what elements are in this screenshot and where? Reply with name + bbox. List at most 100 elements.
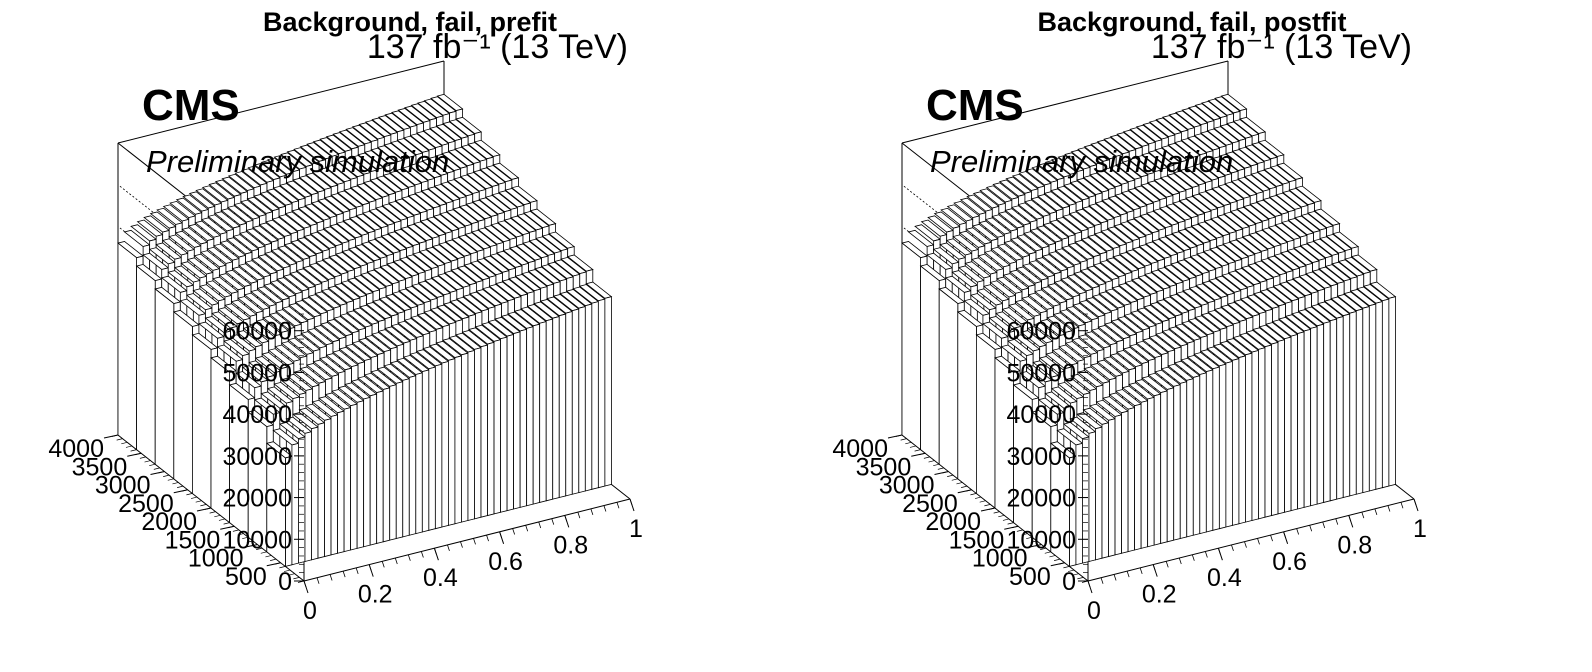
- x-minor-tick: [420, 551, 424, 558]
- bar-front: [1290, 334, 1298, 512]
- bar-front: [1179, 381, 1188, 540]
- bar-front: [1140, 400, 1149, 549]
- z-tick-label: 20000: [222, 485, 292, 513]
- x-tick-label: 1: [629, 515, 643, 543]
- y-minor-tick: [998, 514, 1005, 518]
- bar-side: [173, 311, 193, 495]
- bar-front: [1336, 316, 1344, 500]
- z-tick-label: 30000: [222, 443, 292, 471]
- y-minor-tick: [965, 489, 972, 492]
- bar-front: [350, 403, 358, 551]
- lego-bars: [117, 93, 613, 568]
- z-tick-label: 30000: [1006, 443, 1076, 471]
- bar-front: [1127, 407, 1135, 553]
- x-tick-label: 0.4: [1207, 564, 1242, 592]
- bar-front: [1134, 403, 1142, 551]
- y-minor-tick: [232, 529, 239, 532]
- bar-front: [356, 400, 365, 549]
- bar-front: [1388, 296, 1396, 487]
- bar-front: [1114, 414, 1122, 556]
- y-minor-tick: [270, 558, 277, 561]
- x-minor-tick: [303, 580, 307, 588]
- bar-side: [957, 311, 977, 495]
- x-minor-tick: [1387, 505, 1391, 512]
- bar-front: [1095, 426, 1103, 561]
- y-minor-tick: [153, 467, 160, 470]
- y-minor-tick: [1077, 577, 1084, 580]
- y-minor-tick: [293, 577, 300, 580]
- y-minor-tick: [1030, 540, 1037, 543]
- x-tick-label: 0.4: [423, 564, 458, 592]
- y-tick-label: 3000: [879, 472, 935, 500]
- bar-front: [1355, 308, 1364, 495]
- y-minor-tick: [265, 555, 272, 558]
- x-tick-label: 0.2: [358, 581, 393, 609]
- x-minor-tick: [551, 518, 555, 525]
- y-minor-tick: [204, 507, 212, 510]
- x-minor-tick: [629, 498, 633, 506]
- bar-front: [363, 396, 371, 548]
- bar-side: [117, 242, 138, 451]
- y-minor-tick: [116, 438, 123, 441]
- y-minor-tick: [923, 456, 930, 459]
- y-tick-label: 1000: [972, 545, 1028, 573]
- y-minor-tick: [139, 456, 146, 459]
- y-minor-tick: [121, 441, 128, 445]
- y-minor-tick: [1054, 558, 1061, 561]
- y-minor-tick: [167, 478, 174, 481]
- y-minor-tick: [144, 460, 151, 463]
- bar-front: [461, 352, 469, 523]
- cms-label: CMS: [142, 81, 240, 130]
- bar-front: [1186, 378, 1194, 538]
- bar-front: [1232, 358, 1240, 526]
- frame-edge: [117, 60, 445, 144]
- y-minor-tick: [177, 485, 184, 488]
- x-minor-tick: [1191, 554, 1195, 561]
- bar-front: [539, 321, 547, 503]
- y-tick-label: 1500: [949, 526, 1005, 554]
- y-minor-tick: [984, 504, 991, 507]
- x-minor-tick: [473, 538, 476, 545]
- bar-front: [604, 296, 612, 487]
- bar-front: [434, 363, 443, 530]
- bar-front: [1349, 311, 1357, 497]
- bar-front: [1108, 418, 1116, 558]
- y-minor-tick: [195, 500, 202, 503]
- bar-front: [526, 326, 534, 507]
- x-minor-tick: [342, 571, 346, 578]
- y-tick-label: 1000: [188, 545, 244, 573]
- y-tick-label: 1500: [165, 526, 221, 554]
- x-axis-line: [303, 498, 631, 582]
- bar-front: [304, 431, 312, 562]
- bar-front: [1101, 422, 1109, 559]
- bar-front: [291, 442, 299, 566]
- bar-front: [1166, 387, 1175, 543]
- bar-front: [1323, 321, 1331, 503]
- y-minor-tick: [149, 463, 156, 467]
- z-tick-label: 40000: [1006, 401, 1076, 429]
- y-minor-tick: [218, 518, 226, 521]
- bar-front: [1218, 363, 1227, 530]
- bar-front: [1329, 318, 1338, 502]
- bar-front: [519, 328, 528, 508]
- y-minor-tick: [1063, 566, 1070, 569]
- y-tick-label: 2500: [902, 490, 958, 518]
- x-minor-tick: [486, 534, 489, 542]
- x-minor-tick: [538, 521, 542, 529]
- bar-side: [191, 334, 212, 509]
- bar-front: [1088, 431, 1096, 562]
- y-minor-tick: [279, 566, 286, 569]
- y-tick-label: 500: [1009, 563, 1051, 591]
- x-tick-label: 0: [303, 597, 317, 625]
- bar-front: [1245, 352, 1253, 523]
- x-minor-tick: [1335, 518, 1339, 525]
- bar-front: [467, 349, 475, 521]
- bar-front: [1153, 393, 1162, 546]
- x-minor-tick: [368, 564, 372, 571]
- y-minor-tick: [111, 434, 119, 437]
- z-tick-label: 60000: [1006, 318, 1076, 346]
- bar-front: [578, 306, 586, 494]
- x-minor-tick: [1413, 498, 1417, 506]
- y-minor-tick: [246, 540, 253, 543]
- y-tick-label: 3000: [95, 472, 151, 500]
